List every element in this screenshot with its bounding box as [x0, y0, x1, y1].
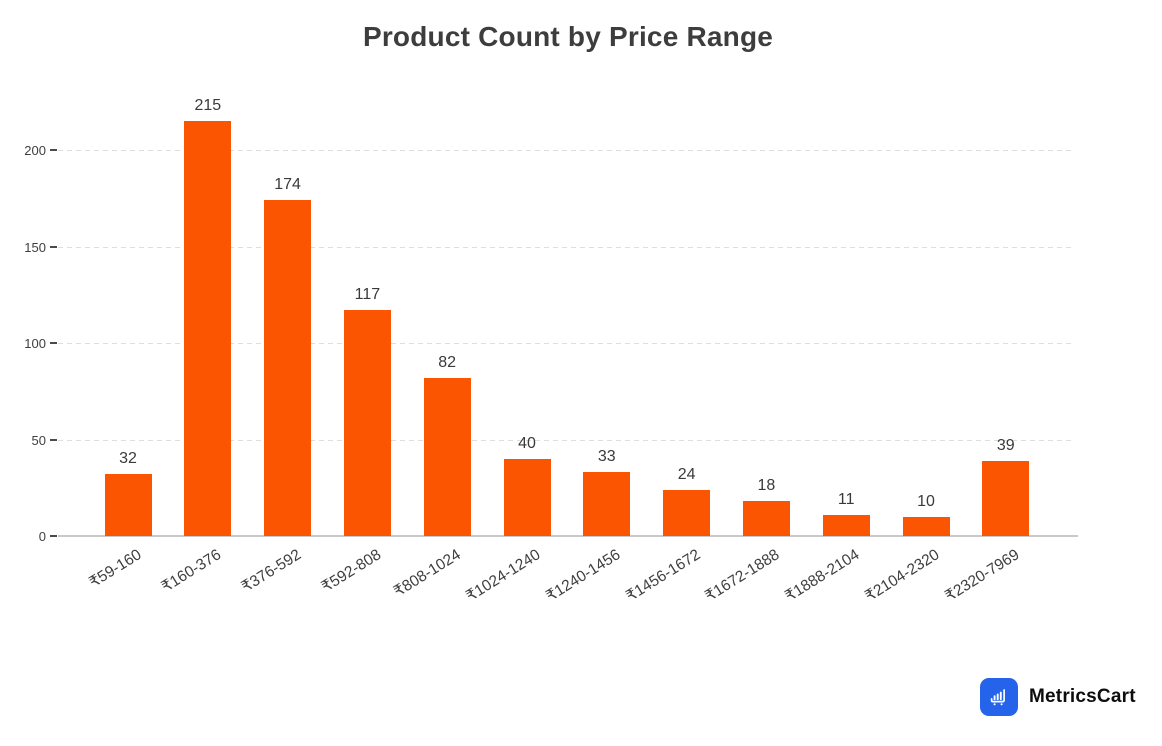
bar: [583, 472, 631, 536]
y-tick-mark: [50, 342, 57, 344]
x-tick-label: ₹160-376: [158, 546, 225, 596]
y-tick-label: 200: [24, 143, 46, 158]
bar-value-label: 24: [677, 465, 696, 483]
grid-line: [58, 439, 1073, 441]
bar-value-label: 10: [917, 492, 935, 510]
x-tick-label: ₹592-808: [318, 546, 384, 596]
bar-value-label: 174: [274, 176, 301, 194]
y-tick-mark: [50, 149, 57, 151]
bar: [982, 460, 1030, 536]
y-tick-mark: [50, 245, 57, 248]
bar-value-label: 82: [438, 353, 457, 371]
grid-line: [58, 246, 1073, 248]
bar-value-label: 39: [996, 436, 1015, 454]
x-tick-label: ₹2320-7969: [942, 546, 1023, 606]
x-tick-label: ₹1672-1888: [702, 546, 783, 606]
x-tick-label: ₹1240-1456: [543, 546, 624, 606]
y-tick-mark: [50, 535, 57, 537]
y-tick-label: 50: [31, 432, 46, 448]
bar-value-label: 11: [837, 490, 855, 508]
x-axis-line: [58, 535, 1078, 537]
bar: [423, 377, 471, 536]
bar-chart-cart-glyph: [990, 689, 1005, 706]
bar-value-label: 32: [119, 450, 137, 468]
bar-value-label: 33: [597, 448, 616, 466]
x-tick-label: ₹1888-2104: [782, 546, 863, 606]
bar-value-label: 215: [194, 97, 222, 115]
y-tick-label: 100: [24, 336, 46, 351]
y-tick-label: 150: [24, 239, 46, 255]
bar: [742, 501, 790, 536]
bar-value-label: 117: [354, 286, 381, 304]
y-tick-mark: [50, 438, 57, 441]
grid-line: [58, 343, 1073, 344]
x-tick-label: ₹376-592: [238, 546, 305, 596]
metricscart-logo-icon: [980, 678, 1018, 716]
bar: [104, 474, 152, 536]
y-tick-label: 0: [38, 529, 46, 544]
x-tick-label: ₹2104-2320: [862, 546, 943, 606]
bar: [264, 200, 312, 536]
bar: [902, 516, 950, 536]
bar: [822, 514, 870, 536]
bar-value-label: 18: [757, 477, 776, 495]
x-tick-label: ₹1024-1240: [463, 546, 544, 606]
x-tick-label: ₹1456-1672: [622, 546, 704, 606]
chart-title: Product Count by Price Range: [362, 21, 774, 52]
bar: [663, 489, 711, 536]
x-tick-label: ₹808-1024: [390, 546, 464, 601]
grid-line: [58, 150, 1073, 151]
bar: [343, 310, 391, 536]
x-tick-label: ₹59-160: [86, 546, 145, 592]
brand-name: MetricsCart: [1029, 686, 1136, 707]
bar: [184, 121, 232, 536]
bar: [503, 458, 551, 536]
brand-logo: MetricsCart: [980, 678, 1136, 716]
bar-value-label: 40: [518, 434, 536, 452]
